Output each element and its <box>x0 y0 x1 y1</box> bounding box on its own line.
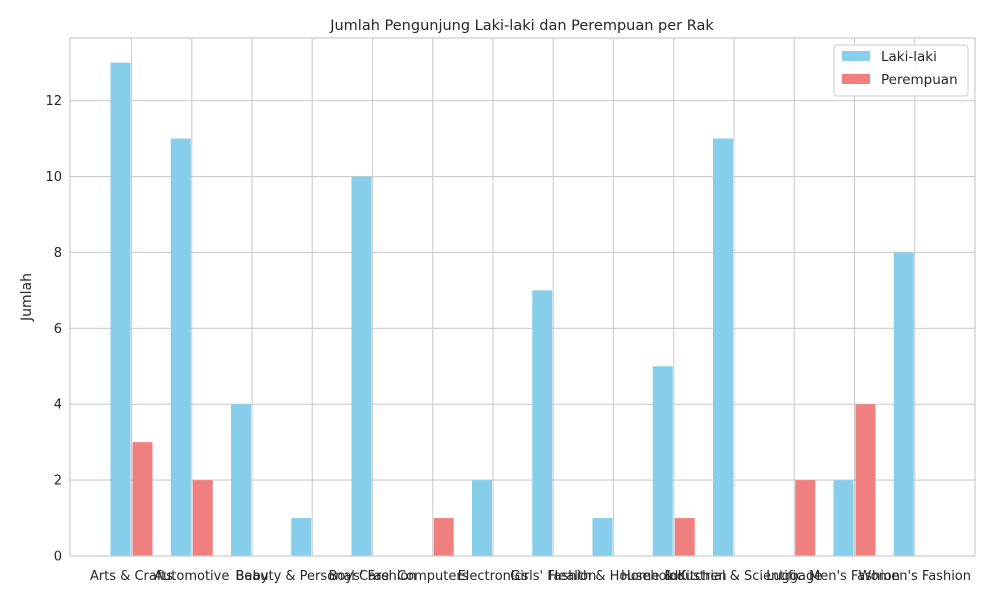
bar-laki-laki-8 <box>592 518 613 556</box>
bar-laki-laki-10 <box>713 138 733 557</box>
legend-swatch-perempuan <box>842 74 870 84</box>
y-tick-label: 6 <box>54 322 62 337</box>
x-tick-label: Boys' Fashion <box>328 569 416 584</box>
bar-laki-laki-6 <box>472 480 492 556</box>
x-tick-label: Baby <box>236 569 269 584</box>
bar-perempuan-5 <box>433 518 454 556</box>
bar-perempuan-9 <box>674 518 695 556</box>
bar-laki-laki-4 <box>351 176 372 556</box>
x-tick-label: Girls' Fashion <box>510 569 596 584</box>
y-axis-label: Jumlah <box>19 273 35 322</box>
legend: Laki-laki Perempuan <box>833 44 969 97</box>
x-tick-label: Computers <box>397 569 469 584</box>
x-tick-label: Arts & Crafts <box>90 569 173 584</box>
y-tick-label: 8 <box>54 246 62 261</box>
y-tick-label: 2 <box>54 474 62 489</box>
x-tick-label: Home & Kitchen <box>621 569 727 584</box>
x-tick-label: Health & Household <box>549 569 679 584</box>
x-tick-label: Women's Fashion <box>859 569 972 584</box>
bar-laki-laki-0 <box>110 62 131 557</box>
x-tick-label: Automotive <box>154 569 229 584</box>
bar-laki-laki-2 <box>231 404 251 556</box>
y-tick-label: 0 <box>54 550 62 565</box>
y-tick-label: 12 <box>45 94 62 109</box>
legend-label-perempuan: Perempuan <box>881 72 958 88</box>
legend-label-laki-laki: Laki-laki <box>881 49 937 65</box>
x-tick-label: Beauty & Personal Care <box>235 569 389 584</box>
bar-laki-laki-9 <box>652 366 673 556</box>
bar-laki-laki-7 <box>532 290 553 556</box>
bar-laki-laki-3 <box>291 518 312 556</box>
legend-swatch-laki-laki <box>842 51 870 61</box>
x-tick-label: Electronics <box>458 569 529 584</box>
x-tick-label: Luggage <box>766 569 822 584</box>
x-tick-label: Industrial & Scientific <box>665 569 804 584</box>
y-tick-label: 10 <box>45 170 62 185</box>
bar-laki-laki-13 <box>893 252 914 556</box>
bar-perempuan-11 <box>795 480 816 556</box>
bar-perempuan-1 <box>192 480 213 556</box>
bar-laki-laki-12 <box>833 480 854 556</box>
y-tick-label: 4 <box>54 398 62 413</box>
bar-perempuan-0 <box>132 442 153 556</box>
chart-title: Jumlah Pengunjung Laki-laki dan Perempua… <box>329 18 714 34</box>
bar-perempuan-12 <box>855 404 876 556</box>
x-tick-label: Men's Fashion <box>809 569 900 584</box>
bar-laki-laki-1 <box>170 138 191 557</box>
